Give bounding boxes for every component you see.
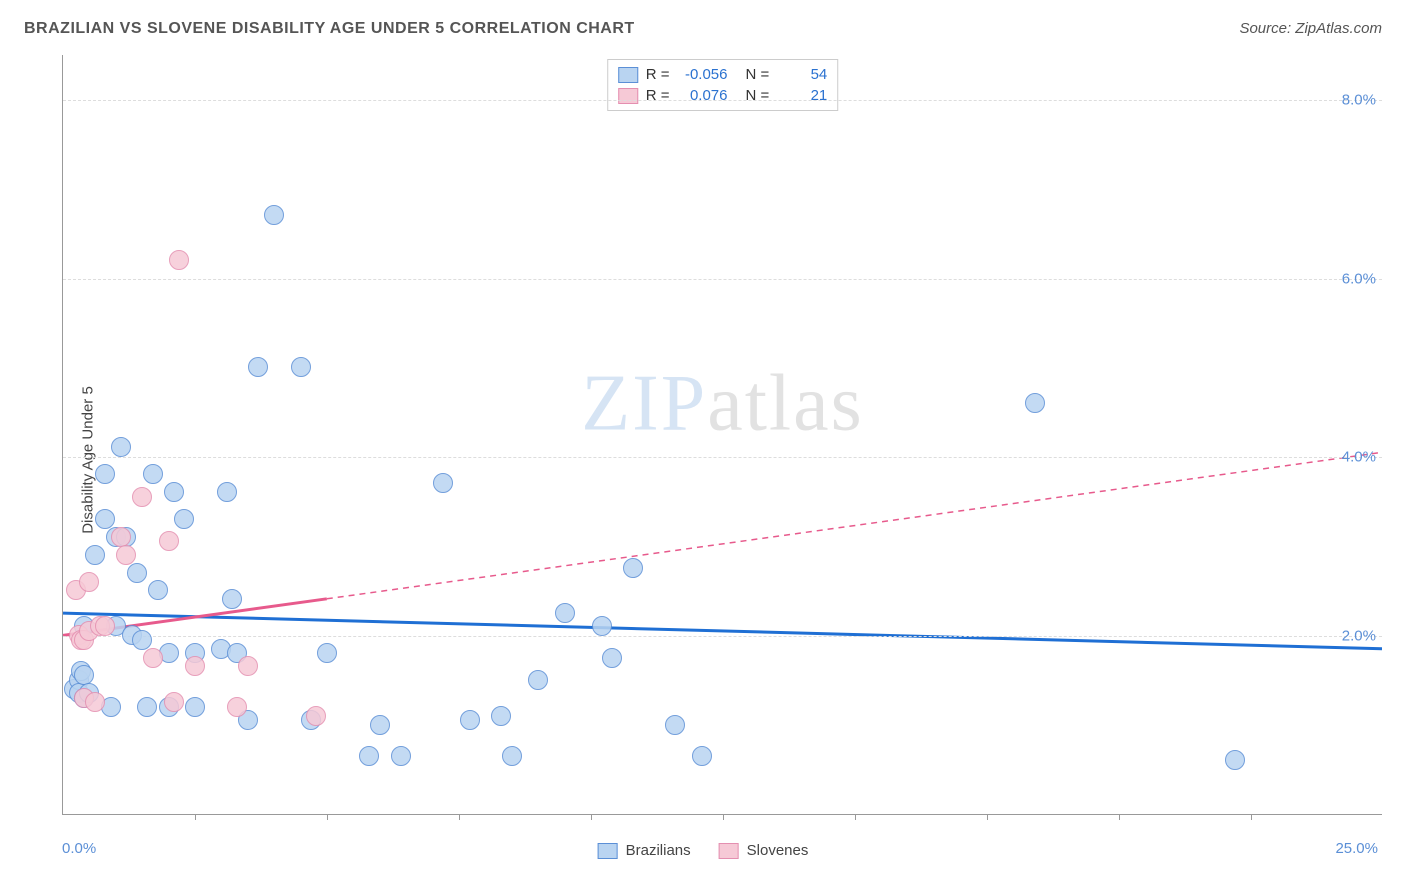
series-legend: Brazilians Slovenes: [598, 842, 809, 859]
data-point: [528, 670, 548, 690]
data-point: [185, 697, 205, 717]
data-point: [143, 464, 163, 484]
data-point: [79, 572, 99, 592]
legend-swatch: [618, 88, 638, 104]
plot-area: ZIPatlas R =-0.056N =54R =0.076N =21 2.0…: [62, 55, 1382, 815]
data-point: [227, 697, 247, 717]
x-tick: [723, 814, 724, 820]
data-point: [164, 692, 184, 712]
x-min-label: 0.0%: [62, 840, 96, 857]
data-point: [264, 205, 284, 225]
data-point: [592, 616, 612, 636]
data-point: [95, 616, 115, 636]
data-point: [95, 464, 115, 484]
data-point: [143, 648, 163, 668]
data-point: [359, 746, 379, 766]
data-point: [95, 509, 115, 529]
data-point: [433, 473, 453, 493]
x-tick: [1119, 814, 1120, 820]
source-label: Source: ZipAtlas.com: [1239, 20, 1382, 37]
data-point: [137, 697, 157, 717]
data-point: [111, 437, 131, 457]
y-tick-label: 4.0%: [1342, 449, 1376, 466]
trend-lines: [63, 55, 1382, 814]
x-tick: [195, 814, 196, 820]
data-point: [391, 746, 411, 766]
data-point: [1025, 393, 1045, 413]
x-tick: [591, 814, 592, 820]
chart-container: Disability Age Under 5 ZIPatlas R =-0.05…: [24, 55, 1382, 865]
gridline: [63, 457, 1382, 458]
data-point: [159, 531, 179, 551]
data-point: [248, 357, 268, 377]
data-point: [370, 715, 390, 735]
data-point: [111, 527, 131, 547]
y-tick-label: 2.0%: [1342, 628, 1376, 645]
legend-label: Slovenes: [747, 842, 809, 859]
header: BRAZILIAN VS SLOVENE DISABILITY AGE UNDE…: [24, 20, 1382, 50]
data-point: [491, 706, 511, 726]
data-point: [85, 692, 105, 712]
legend-label: Brazilians: [626, 842, 691, 859]
data-point: [169, 250, 189, 270]
data-point: [148, 580, 168, 600]
data-point: [502, 746, 522, 766]
data-point: [217, 482, 237, 502]
data-point: [692, 746, 712, 766]
data-point: [85, 545, 105, 565]
gridline: [63, 279, 1382, 280]
data-point: [460, 710, 480, 730]
legend-swatch: [598, 843, 618, 859]
gridline: [63, 636, 1382, 637]
y-tick-label: 8.0%: [1342, 91, 1376, 108]
chart-title: BRAZILIAN VS SLOVENE DISABILITY AGE UNDE…: [24, 20, 1382, 38]
watermark: ZIPatlas: [581, 359, 864, 450]
data-point: [185, 656, 205, 676]
data-point: [74, 665, 94, 685]
data-point: [1225, 750, 1245, 770]
data-point: [623, 558, 643, 578]
legend-stat-row: R =-0.056N =54: [618, 64, 828, 85]
data-point: [116, 545, 136, 565]
x-max-label: 25.0%: [1335, 840, 1378, 857]
x-tick: [459, 814, 460, 820]
data-point: [132, 630, 152, 650]
data-point: [222, 589, 242, 609]
data-point: [306, 706, 326, 726]
data-point: [132, 487, 152, 507]
data-point: [602, 648, 622, 668]
x-tick: [987, 814, 988, 820]
data-point: [127, 563, 147, 583]
legend-swatch: [618, 67, 638, 83]
legend-item: Brazilians: [598, 842, 691, 859]
correlation-legend: R =-0.056N =54R =0.076N =21: [607, 59, 839, 111]
legend-swatch: [719, 843, 739, 859]
data-point: [555, 603, 575, 623]
data-point: [238, 656, 258, 676]
x-tick: [327, 814, 328, 820]
y-tick-label: 6.0%: [1342, 270, 1376, 287]
x-tick: [1251, 814, 1252, 820]
data-point: [174, 509, 194, 529]
x-tick: [855, 814, 856, 820]
data-point: [291, 357, 311, 377]
legend-stat-row: R =0.076N =21: [618, 85, 828, 106]
legend-item: Slovenes: [719, 842, 809, 859]
data-point: [317, 643, 337, 663]
data-point: [164, 482, 184, 502]
data-point: [665, 715, 685, 735]
gridline: [63, 100, 1382, 101]
